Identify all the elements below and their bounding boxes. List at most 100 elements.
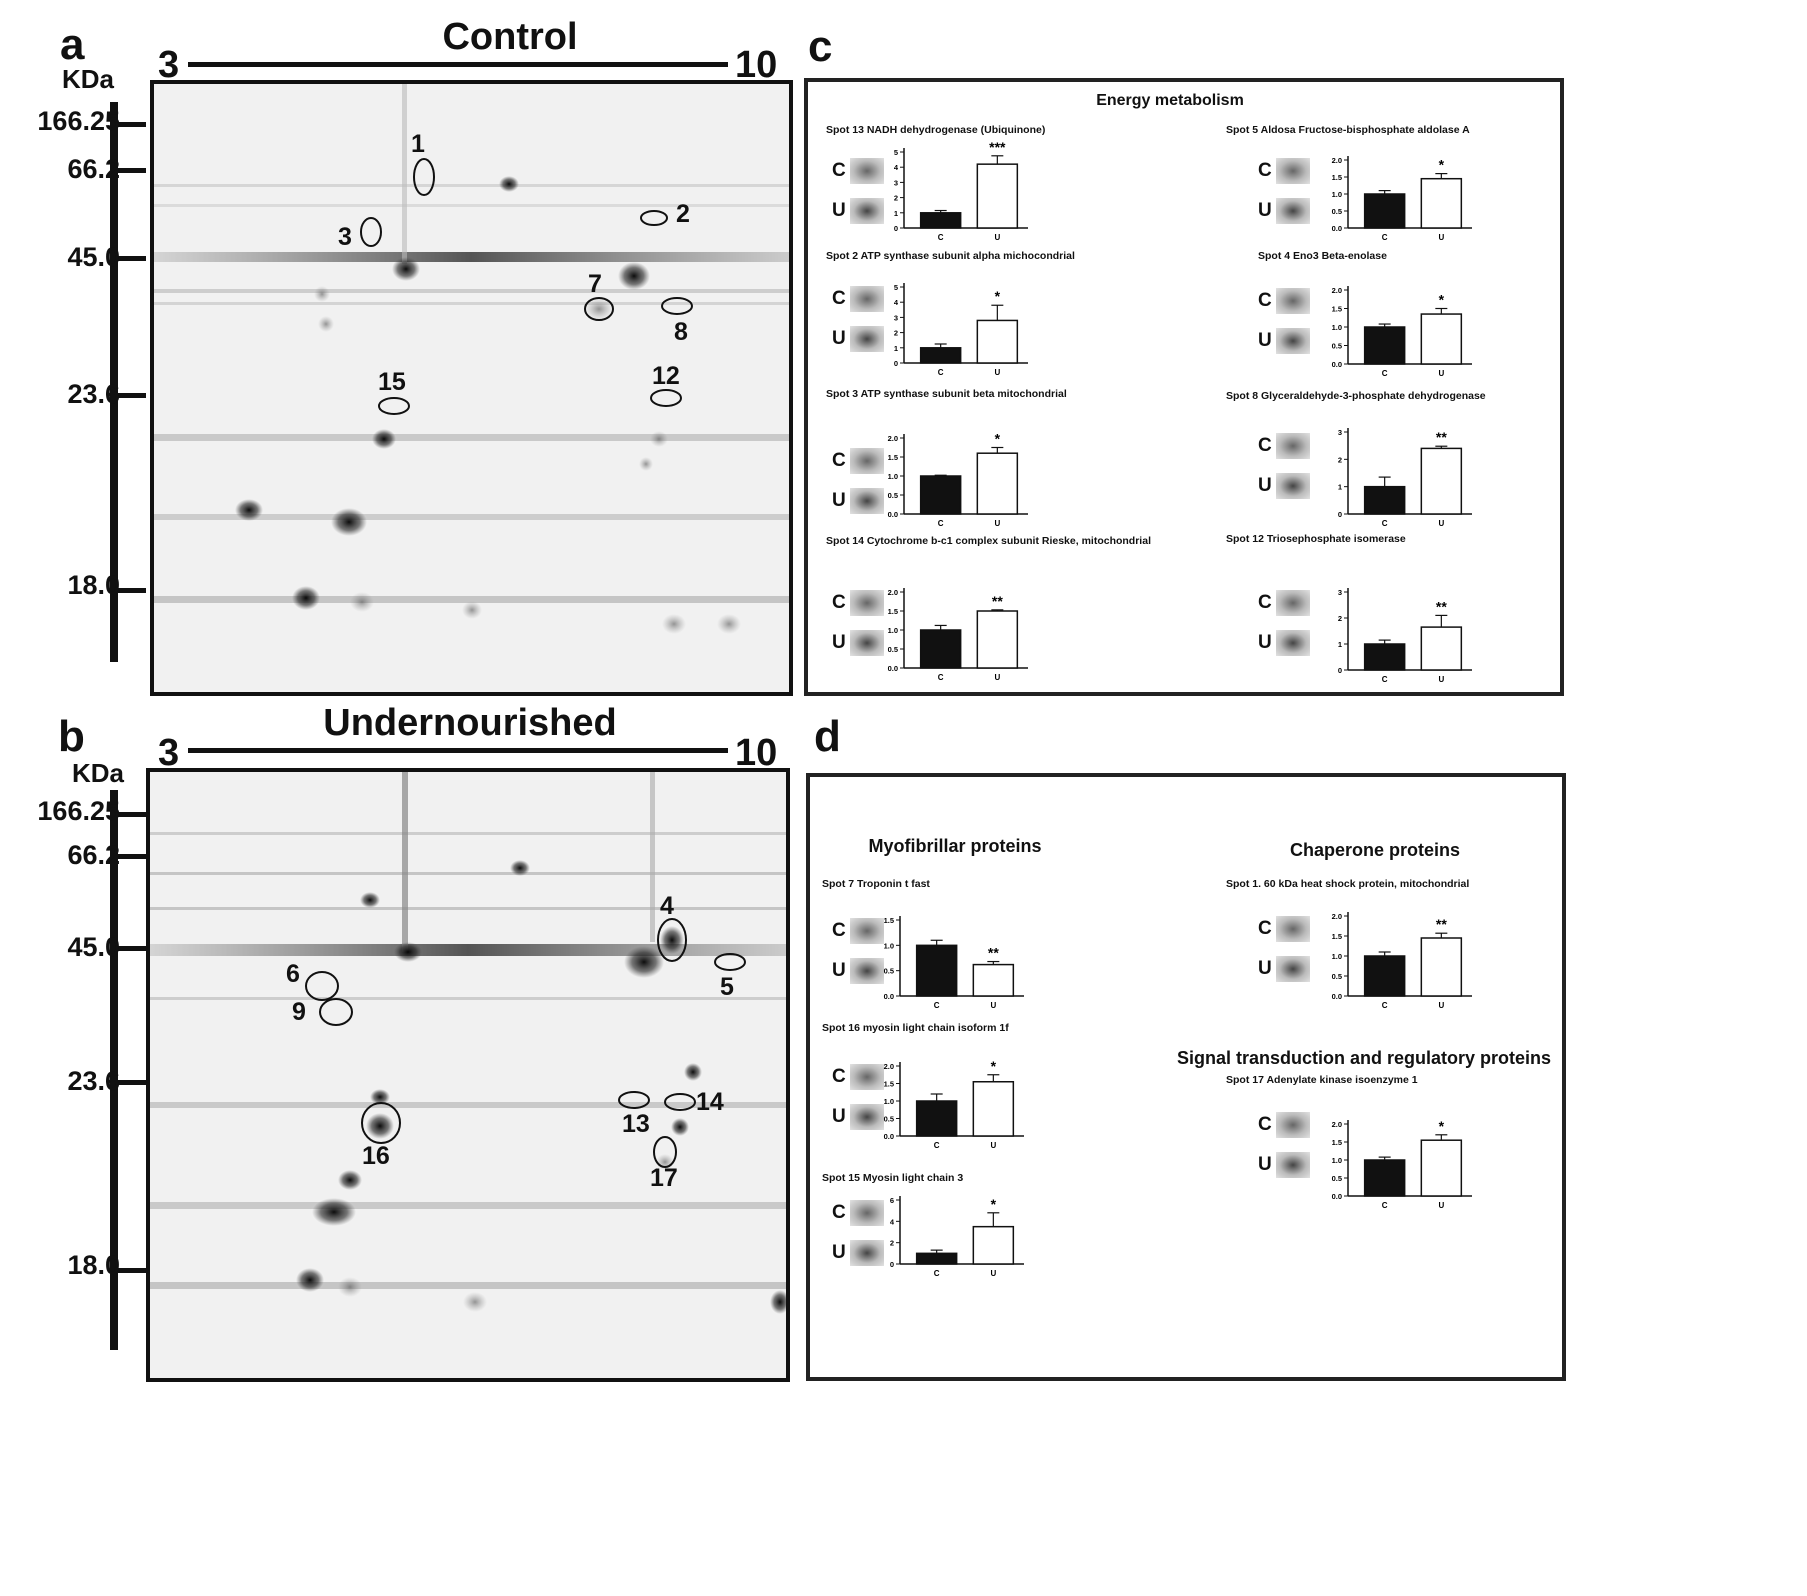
blot-thumbnail <box>850 198 884 224</box>
y-tick-label: 2.0 <box>888 588 898 597</box>
gel-image-undernourished <box>146 768 790 1382</box>
bar-undernourished <box>1420 447 1463 515</box>
chart-title: Spot 16 myosin light chain isoform 1f <box>822 1022 1009 1034</box>
x-tick-label: C <box>938 233 944 242</box>
group-label: U <box>832 328 846 349</box>
spot-label: 3 <box>338 223 352 251</box>
y-tick-label: 4 <box>894 298 899 307</box>
mw-marker: 23.6 <box>67 1066 120 1096</box>
y-tick-label: 2.0 <box>1332 912 1342 921</box>
y-tick-label: 4 <box>894 163 899 172</box>
blot-thumbnail <box>1276 916 1310 942</box>
x-tick-label: U <box>990 1001 996 1010</box>
y-tick-label: 1.0 <box>1332 952 1342 961</box>
y-tick-label: 1.5 <box>1332 932 1342 941</box>
bar-chart: 0.0 0.5 1.0 1.5 2.0 C U ** <box>1332 912 1472 1010</box>
panel-c-label: c <box>808 22 833 71</box>
bar-chart: 0 1 2 3 C U ** <box>1338 588 1472 684</box>
spot-label: 6 <box>286 960 300 988</box>
group-label: C <box>1258 918 1272 939</box>
bar-control <box>1363 193 1406 229</box>
mw-tick <box>110 256 146 261</box>
y-tick-label: 0.5 <box>1332 342 1342 351</box>
blot-thumbnail <box>1276 956 1310 982</box>
bar-control <box>919 212 962 229</box>
bar-chart: 0.0 0.5 1.0 1.5 C U ** <box>884 916 1024 1010</box>
spot-label: 17 <box>650 1164 678 1192</box>
bar-chart: 0 1 2 3 4 5 C U *** <box>894 139 1028 242</box>
blot-thumbnail <box>850 286 884 312</box>
blot-thumbnail <box>1276 1112 1310 1138</box>
spot-label: 9 <box>292 998 306 1026</box>
chart-title: Spot 12 Triosephosphate isomerase <box>1226 533 1406 545</box>
y-tick-label: 1.5 <box>884 916 894 925</box>
y-tick-label: 1.0 <box>888 626 898 635</box>
group-label: U <box>832 200 846 221</box>
significance-marker: ** <box>1436 916 1447 932</box>
y-tick-label: 5 <box>894 148 898 157</box>
y-tick-label: 1.5 <box>884 1080 894 1089</box>
blot-thumbnail <box>850 630 884 656</box>
bar-chart: 0.0 0.5 1.0 1.5 2.0 C U ** <box>888 588 1028 682</box>
panel-a-title: Control <box>442 16 578 58</box>
x-tick-label: C <box>1382 369 1388 378</box>
blot-thumbnail <box>850 590 884 616</box>
bar-control <box>1363 485 1406 515</box>
ph-line-b <box>188 748 728 753</box>
spot-label: 14 <box>696 1088 724 1116</box>
bar-control <box>919 475 962 515</box>
ph-start-a: 3 <box>158 44 180 86</box>
bar-chart: 0.0 0.5 1.0 1.5 2.0 C U * <box>888 431 1028 528</box>
y-tick-label: 2.0 <box>884 1062 894 1071</box>
y-tick-label: 1 <box>894 209 898 218</box>
blot-thumbnail <box>1276 473 1310 499</box>
mw-marker: 166.25 <box>37 796 120 826</box>
chart-title: Spot 4 Eno3 Beta-enolase <box>1258 250 1387 262</box>
y-tick-label: 1.5 <box>1332 173 1342 182</box>
mw-marker: 166.25 <box>37 106 120 136</box>
spot-label: 5 <box>720 973 734 1001</box>
chart-title: Spot 3 ATP synthase subunit beta mitocho… <box>826 388 1067 400</box>
group-label: U <box>832 632 846 653</box>
y-tick-label: 0.0 <box>1332 224 1342 233</box>
blot-thumbnail <box>1276 1152 1310 1178</box>
bar-undernourished <box>972 1081 1015 1137</box>
blot-thumbnail <box>850 1240 884 1266</box>
y-tick-label: 1.0 <box>884 1097 894 1106</box>
significance-marker: ** <box>988 945 999 961</box>
x-tick-label: C <box>934 1001 940 1010</box>
x-tick-label: C <box>938 368 944 377</box>
significance-marker: * <box>995 288 1001 304</box>
y-tick-label: 1 <box>1338 483 1342 492</box>
bar-chart: 0.0 0.5 1.0 1.5 2.0 C U * <box>1332 156 1472 242</box>
x-tick-label: U <box>990 1269 996 1278</box>
group-label: C <box>832 1066 846 1087</box>
x-tick-label: U <box>1438 233 1444 242</box>
mw-marker: 18.0 <box>67 1250 120 1280</box>
chart-title: Spot 7 Troponin t fast <box>822 878 930 890</box>
bar-undernourished <box>976 163 1019 229</box>
blot-thumbnail <box>1276 328 1310 354</box>
group-label: C <box>832 592 846 613</box>
y-tick-label: 2 <box>1338 455 1342 464</box>
group-label: U <box>832 1242 846 1263</box>
section-signal-transduction: Signal transduction and regulatory prote… <box>1176 1048 1552 1068</box>
bar-control <box>1363 1159 1406 1197</box>
mw-marker: 45.0 <box>67 242 120 272</box>
y-tick-label: 3 <box>1338 588 1342 597</box>
bar-chart: 0 1 2 3 4 5 C U * <box>894 283 1028 377</box>
y-tick-label: 0.5 <box>888 491 898 500</box>
y-tick-label: 1.0 <box>884 941 894 950</box>
ph-end-a: 10 <box>735 44 778 86</box>
blot-thumbnail <box>850 488 884 514</box>
x-tick-label: U <box>1438 1001 1444 1010</box>
x-tick-label: U <box>1438 675 1444 684</box>
bar-undernourished <box>972 1225 1015 1265</box>
y-tick-label: 0 <box>894 224 898 233</box>
y-tick-label: 0.0 <box>884 992 894 1001</box>
y-tick-label: 6 <box>890 1196 894 1205</box>
group-label: U <box>1258 632 1272 653</box>
y-tick-label: 2 <box>894 194 898 203</box>
bar-undernourished <box>976 319 1019 364</box>
group-label: C <box>1258 160 1272 181</box>
